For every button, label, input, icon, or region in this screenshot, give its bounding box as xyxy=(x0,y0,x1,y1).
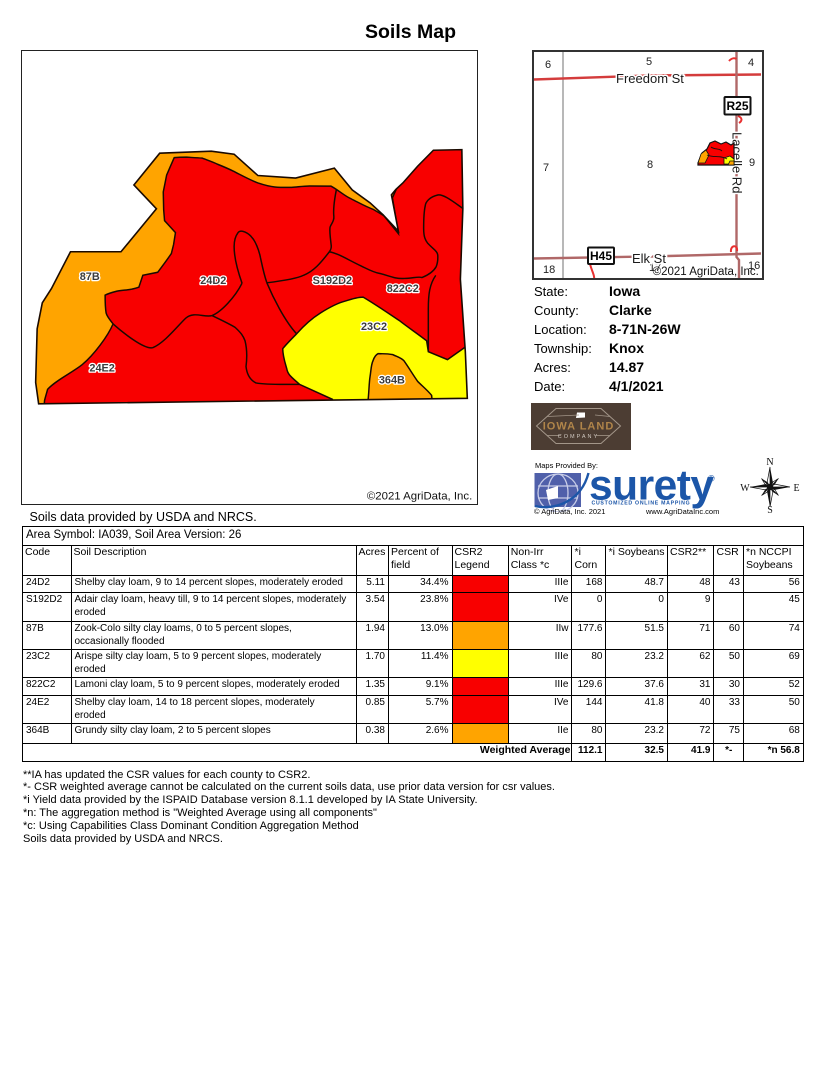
svg-text:S192D2: S192D2 xyxy=(313,275,352,287)
svg-text:7: 7 xyxy=(543,162,549,174)
svg-text:6: 6 xyxy=(545,59,551,71)
svg-text:9: 9 xyxy=(749,157,755,169)
svg-text:H45: H45 xyxy=(590,249,612,263)
svg-text:24E2: 24E2 xyxy=(89,363,114,375)
svg-text:IOWA LAND: IOWA LAND xyxy=(543,421,615,433)
svg-text:5: 5 xyxy=(646,56,652,68)
svg-text:E: E xyxy=(793,483,799,494)
svg-text:©2021 AgriData, Inc.: ©2021 AgriData, Inc. xyxy=(367,491,472,503)
svg-text:®: ® xyxy=(708,474,715,484)
svg-text:CUSTOMIZED ONLINE MAPPING: CUSTOMIZED ONLINE MAPPING xyxy=(592,501,691,507)
svg-text:Freedom St: Freedom St xyxy=(616,71,684,86)
svg-text:364B: 364B xyxy=(379,374,405,386)
svg-text:N: N xyxy=(766,457,773,468)
svg-text:S: S xyxy=(767,505,773,516)
svg-text:W: W xyxy=(740,483,750,494)
svg-text:23C2: 23C2 xyxy=(361,321,387,333)
svg-text:18: 18 xyxy=(543,264,555,276)
svg-text:surety: surety xyxy=(589,470,714,510)
svg-text:Elk St: Elk St xyxy=(632,251,666,266)
svg-text:17: 17 xyxy=(649,262,661,274)
svg-text:87B: 87B xyxy=(80,271,100,283)
svg-text:24D2: 24D2 xyxy=(200,275,226,287)
svg-text:R25: R25 xyxy=(726,99,748,113)
svg-text:16: 16 xyxy=(748,260,760,272)
svg-text:©2021 AgriData, Inc.: ©2021 AgriData, Inc. xyxy=(653,266,759,278)
svg-text:822C2: 822C2 xyxy=(387,283,419,295)
svg-text:COMPANY: COMPANY xyxy=(558,434,599,440)
svg-text:8: 8 xyxy=(647,159,653,171)
svg-text:4: 4 xyxy=(748,57,754,69)
